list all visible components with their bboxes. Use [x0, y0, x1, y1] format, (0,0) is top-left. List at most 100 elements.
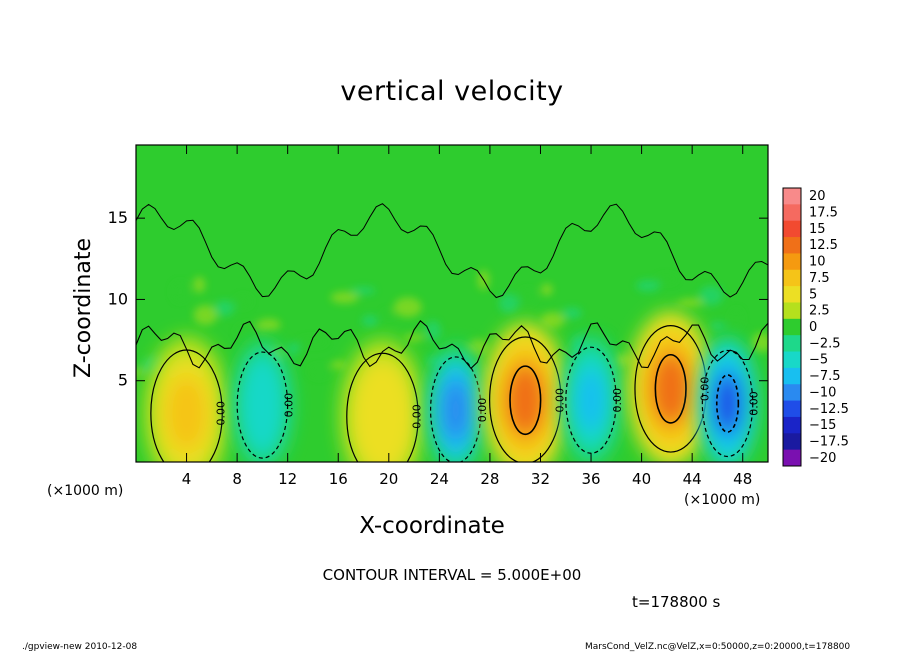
x-tick-label: 20 — [379, 470, 398, 488]
footer-program-info: ./gpview-new 2010-12-08 — [22, 642, 138, 652]
cell-halo — [561, 335, 622, 462]
turbulence-blob — [467, 339, 488, 356]
colorbar-label: 12.5 — [809, 238, 838, 253]
turbulence-blob — [235, 323, 264, 340]
x-tick-label: 4 — [182, 470, 192, 488]
colorbar-swatch — [783, 351, 801, 369]
x-axis-label: X-coordinate — [359, 513, 505, 539]
turbulence-blob — [404, 333, 425, 342]
colorbar-swatch — [783, 204, 801, 222]
colorbar-swatch — [783, 335, 801, 353]
colorbar-label: 17.5 — [809, 206, 838, 221]
colorbar-swatch — [783, 318, 801, 336]
contour-line-negative — [429, 356, 482, 462]
colorbar-swatch — [783, 400, 801, 418]
contour-line-positive — [654, 353, 687, 424]
contour-line-positive — [346, 352, 419, 462]
x-tick-label: 36 — [581, 470, 600, 488]
turbulence-blob — [172, 281, 189, 302]
colorbar-label: −12.5 — [809, 402, 849, 417]
contour-value-label: 0.00 — [699, 377, 712, 402]
colorbar-label: −20 — [809, 451, 836, 466]
y-tick-label: 10 — [108, 289, 128, 308]
colorbar-label: −15 — [809, 418, 836, 433]
turbulence-blob — [614, 353, 631, 366]
colorbar-label: −5 — [809, 353, 828, 368]
contour-line-negative — [701, 349, 754, 458]
turbulence-blob — [298, 337, 327, 346]
cell-halo — [144, 335, 230, 462]
cell-shade — [441, 379, 470, 441]
contour-line-positive — [509, 365, 542, 436]
y-axis-label: Z-coordinate — [71, 238, 96, 378]
cell-halo — [628, 311, 714, 462]
turbulence-blob — [519, 288, 536, 305]
cell-shade — [362, 379, 403, 454]
colorbar-swatch — [783, 449, 801, 467]
turbulence-blob — [193, 276, 206, 293]
colorbar-label: −7.5 — [809, 369, 841, 384]
turbulence-blob — [330, 291, 359, 304]
contour-line-negative — [236, 351, 289, 459]
colorbar-frame — [782, 187, 802, 467]
turbulence-blob — [425, 320, 442, 341]
cell-shade — [248, 374, 277, 436]
turbulence-blob — [562, 307, 583, 320]
colorbar-swatch — [783, 253, 801, 271]
colorbar-label: 7.5 — [809, 271, 830, 286]
contour-value-label: 0.00 — [611, 388, 624, 413]
x-tick-label: 48 — [733, 470, 752, 488]
cell-shade — [650, 352, 691, 426]
colorbar-swatch — [783, 188, 801, 205]
x-tick-label: 40 — [632, 470, 651, 488]
turbulence-blob — [709, 321, 726, 330]
cell-updraft — [339, 339, 425, 462]
colorbar-label: 20 — [809, 189, 826, 204]
contour-line-positive — [489, 336, 562, 462]
colorbar-label: −17.5 — [809, 434, 849, 449]
zero-contour-line — [136, 203, 768, 299]
x-tick-label: 12 — [278, 470, 297, 488]
x-tick-label: 16 — [329, 470, 348, 488]
cell-downdraft — [425, 344, 486, 462]
colorbar-swatch — [783, 302, 801, 320]
turbulence-blob — [382, 310, 395, 319]
y-tick-label: 5 — [118, 371, 128, 390]
turbulence-blob — [699, 285, 724, 306]
x-tick-label: 28 — [480, 470, 499, 488]
colorbar-swatch — [783, 286, 801, 303]
contour-line-negative — [715, 374, 740, 433]
cell-updraft — [482, 322, 568, 462]
colorbar-label: −2.5 — [809, 336, 841, 351]
cell-shade — [166, 376, 207, 450]
turbulence-blob — [393, 297, 422, 318]
turbulence-blob — [136, 368, 142, 377]
x-unit-label-right: (×1000 m) — [684, 492, 761, 508]
colorbar-label: 2.5 — [809, 304, 830, 319]
cell-halo — [482, 322, 568, 462]
contour-value-label: 0.00 — [282, 393, 295, 418]
y-tick-label: 15 — [108, 208, 128, 227]
turbulence-blob — [351, 286, 376, 295]
cell-halo — [425, 344, 486, 462]
x-tick-label: 8 — [232, 470, 242, 488]
cell-downdraft — [697, 338, 758, 462]
colorbar-swatch — [783, 220, 801, 238]
turbulence-blob — [635, 279, 660, 292]
colorbar-label: 5 — [809, 287, 817, 302]
plot-frame — [135, 144, 769, 463]
turbulence-blob — [730, 308, 743, 329]
cell-updraft — [144, 335, 230, 462]
contour-value-label: 0.00 — [553, 388, 566, 413]
turbulence-blob — [193, 305, 218, 326]
contour-value-label: 0.00 — [476, 398, 489, 423]
turbulence-blob — [540, 283, 553, 296]
x-unit-label-left: (×1000 m) — [47, 483, 124, 499]
chart-title: vertical velocity — [340, 76, 564, 107]
contour-value-label: 0.00 — [410, 404, 423, 429]
turbulence-blob — [309, 365, 330, 378]
turbulence-blob — [656, 274, 677, 283]
turbulence-blob — [361, 314, 378, 327]
